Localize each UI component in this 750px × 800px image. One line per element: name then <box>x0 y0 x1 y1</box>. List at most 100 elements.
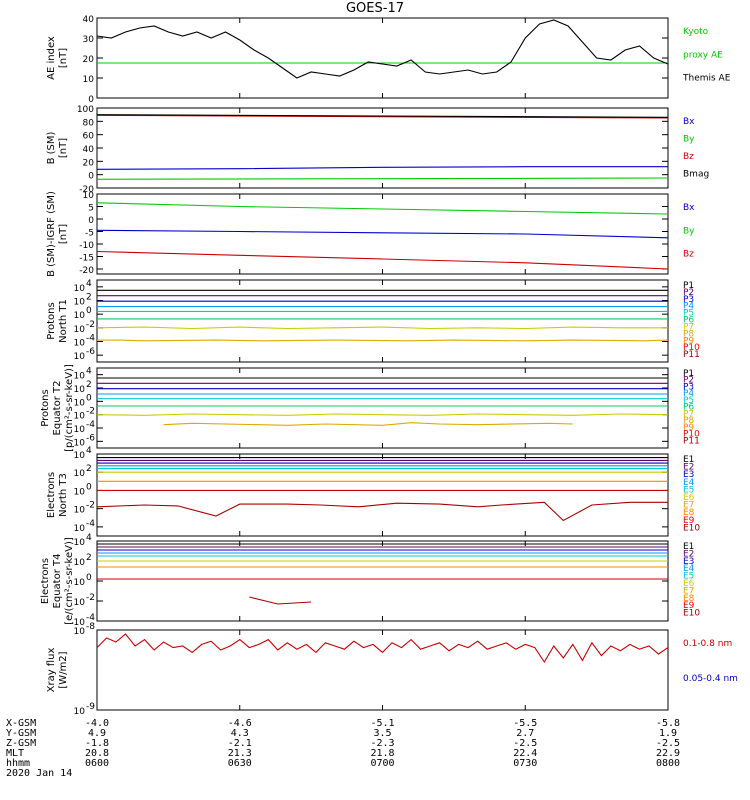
y-tick-label: 40 <box>83 15 95 25</box>
y-tick-label: 10 <box>74 385 86 395</box>
legend-entry: P10 <box>683 343 700 353</box>
orbit-row-value: -2.5 <box>513 738 537 749</box>
y-tick-exponent: -9 <box>86 702 95 712</box>
y-tick-label: 10 <box>74 451 86 461</box>
orbit-row-value: 22.9 <box>656 748 680 759</box>
legend-entry: proxy AE <box>683 50 723 60</box>
y-tick-label: -5 <box>85 229 94 239</box>
y-tick-label: 10 <box>74 524 86 534</box>
legend-entry: Kyoto <box>683 27 709 37</box>
y-axis-label: Electrons <box>40 558 51 604</box>
series-line <box>96 166 668 170</box>
legend-entry: P11 <box>683 436 700 446</box>
y-axis-label: B (SM)-IGRF (SM) <box>46 191 57 277</box>
legend-entry: P1 <box>683 369 694 379</box>
series-line <box>249 596 312 605</box>
y-tick-exponent: -4 <box>86 420 95 430</box>
legend-entry: P9 <box>683 336 694 346</box>
y-tick-label: 10 <box>74 311 86 321</box>
y-tick-label: 10 <box>83 191 95 201</box>
plot-title: GOES-17 <box>345 1 404 16</box>
legend-entry: By <box>683 226 695 236</box>
y-tick-exponent: 0 <box>86 573 92 583</box>
y-axis-label: B (SM) <box>46 131 57 164</box>
orbit-row-value: -4.0 <box>85 718 109 729</box>
orbit-row-label: hhmm <box>6 758 30 769</box>
orbit-row-value: 0730 <box>513 758 537 769</box>
legend-entry: E7 <box>683 586 694 596</box>
y-tick-exponent: -2 <box>86 320 95 330</box>
y-axis-label: [nT] <box>58 48 69 68</box>
y-tick-exponent: -4 <box>86 613 95 623</box>
orbit-row-label: Z-GSM <box>6 738 36 749</box>
y-axis-label: Electrons <box>46 472 57 518</box>
y-tick-label: 10 <box>74 352 86 362</box>
y-tick-exponent: -4 <box>86 334 95 344</box>
legend-entry: E3 <box>683 557 694 567</box>
y-axis-label: Equator T2 <box>52 381 63 436</box>
panel-frame <box>96 107 669 189</box>
legend-entry: E10 <box>683 609 700 619</box>
y-tick-exponent: 4 <box>86 367 92 377</box>
y-axis-label: Xray flux <box>46 648 57 693</box>
legend-entry: P4 <box>683 302 694 312</box>
panel-frame <box>96 193 669 275</box>
y-tick-label: -20 <box>79 185 94 195</box>
series-line <box>96 177 669 180</box>
y-tick-exponent: -2 <box>86 593 95 603</box>
orbit-row-value: 0630 <box>228 758 252 769</box>
series-line <box>96 19 669 79</box>
series-line <box>96 114 669 118</box>
orbit-row-value: -4.6 <box>228 718 252 729</box>
panel-frame <box>96 629 669 711</box>
legend-entry: E9 <box>683 601 695 611</box>
y-axis-label: [e/(cm²-s-sr-keV)] <box>64 537 75 625</box>
legend-entry: Bz <box>683 250 694 260</box>
y-tick-exponent: -2 <box>86 501 95 511</box>
series-line <box>96 250 669 270</box>
orbit-row-value: 4.3 <box>231 728 249 739</box>
y-tick-exponent: 2 <box>86 553 92 563</box>
series-line <box>96 114 669 119</box>
legend-entry: E3 <box>683 470 694 480</box>
panel-frame <box>96 17 669 99</box>
y-tick-exponent: -8 <box>86 622 95 632</box>
y-tick-exponent: 2 <box>86 464 92 474</box>
orbit-row-value: 0700 <box>370 758 394 769</box>
legend-entry: P8 <box>683 329 694 339</box>
y-tick-label: 10 <box>74 506 86 516</box>
orbit-row-value: -2.5 <box>656 738 680 749</box>
y-tick-exponent: 4 <box>86 533 92 543</box>
date-label: 2020 Jan 14 <box>6 768 72 779</box>
y-tick-label: 10 <box>74 325 86 335</box>
legend-entry: 0.1-0.8 nm <box>683 639 732 649</box>
y-tick-label: 10 <box>74 487 86 497</box>
y-axis-label: [p/(cm²-s-sr-keV)] <box>64 364 75 452</box>
legend-entry: P5 <box>683 309 694 319</box>
y-tick-label: 10 <box>74 398 86 408</box>
y-axis-label: AE index <box>46 36 57 80</box>
y-tick-label: 100 <box>77 105 94 115</box>
legend-entry: E6 <box>683 493 695 503</box>
y-tick-label: -15 <box>79 254 94 264</box>
y-axis-label: Protons <box>46 302 57 339</box>
orbit-row-value: 20.8 <box>85 748 109 759</box>
orbit-row-value: -5.1 <box>370 718 394 729</box>
orbit-row-value: -1.8 <box>85 738 109 749</box>
legend-entry: P6 <box>683 316 694 326</box>
legend-entry: P10 <box>683 430 700 440</box>
y-tick-label: 5 <box>88 204 94 214</box>
y-tick-label: 40 <box>83 145 95 155</box>
y-tick-label: 60 <box>83 132 95 142</box>
legend-entry: E10 <box>683 523 700 533</box>
y-tick-label: 10 <box>74 538 86 548</box>
y-tick-label: 10 <box>74 598 86 608</box>
orbit-row-value: -5.5 <box>513 718 537 729</box>
y-tick-exponent: -6 <box>86 433 95 443</box>
y-tick-exponent: 2 <box>86 293 92 303</box>
legend-entry: Bz <box>683 152 694 162</box>
y-tick-label: 10 <box>74 412 86 422</box>
panel-frame <box>96 367 669 449</box>
y-axis-label: [nT] <box>58 224 69 244</box>
